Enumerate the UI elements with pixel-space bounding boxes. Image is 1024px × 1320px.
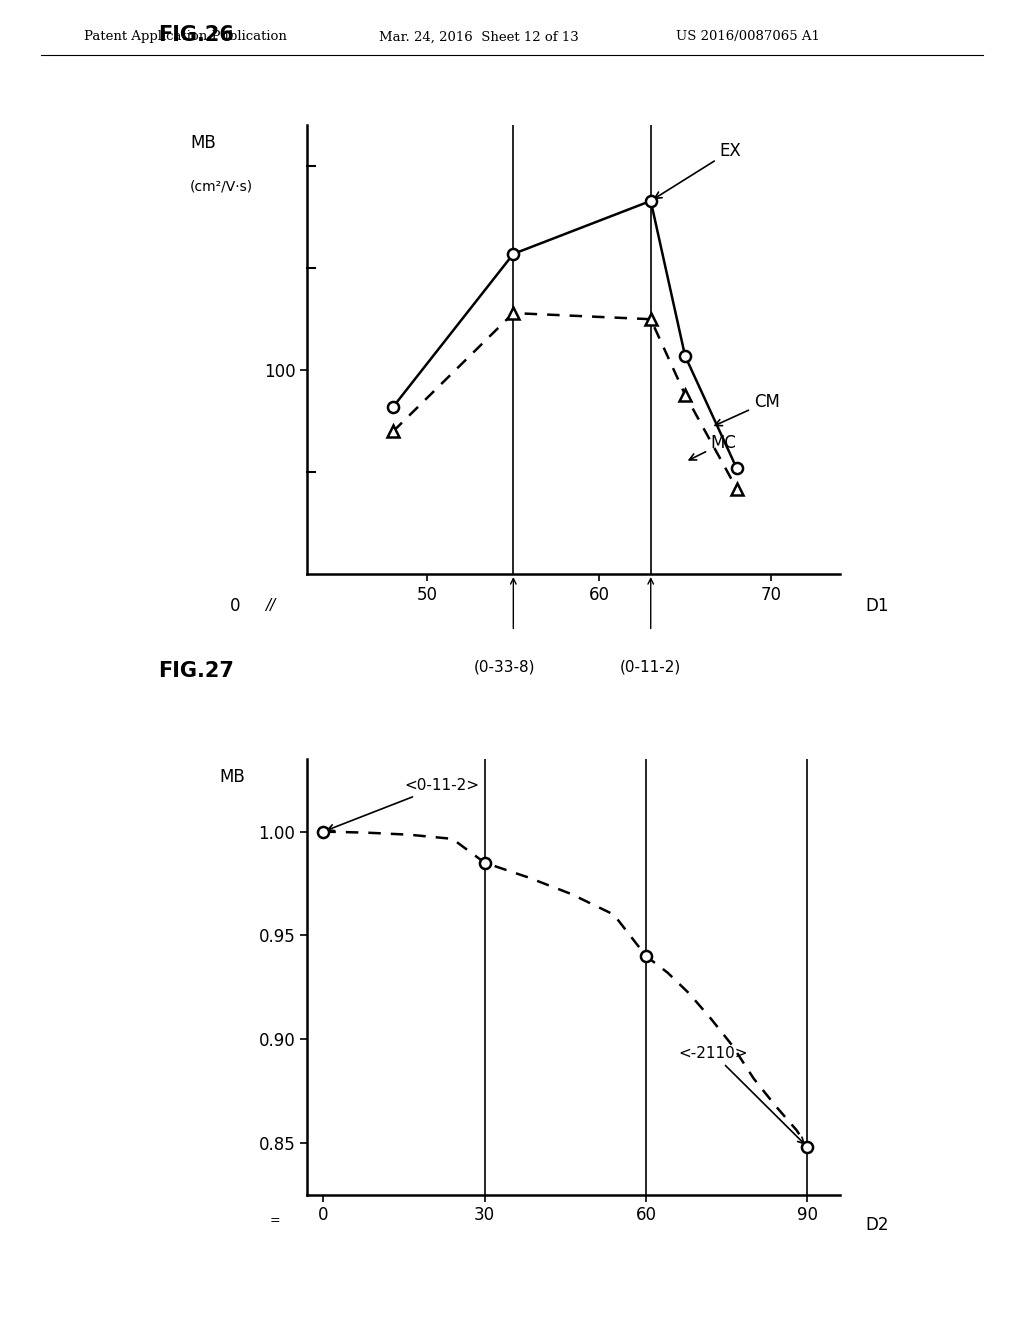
Text: CM: CM <box>715 393 779 425</box>
Text: FIG.26: FIG.26 <box>158 25 233 45</box>
Text: =: = <box>270 1214 281 1228</box>
Text: (0-33-8): (0-33-8) <box>474 660 536 675</box>
Text: EX: EX <box>654 143 741 198</box>
Text: MC: MC <box>689 434 736 459</box>
Text: US 2016/0087065 A1: US 2016/0087065 A1 <box>676 30 820 44</box>
Text: FIG.27: FIG.27 <box>158 660 233 681</box>
Text: //: // <box>265 598 275 612</box>
Text: 0: 0 <box>230 597 241 615</box>
Text: <0-11-2>: <0-11-2> <box>328 777 479 830</box>
Text: MB: MB <box>219 768 245 785</box>
Text: <-2110>: <-2110> <box>678 1045 804 1143</box>
Text: D1: D1 <box>865 597 889 615</box>
Text: MB: MB <box>190 135 216 152</box>
Text: (cm²/V·s): (cm²/V·s) <box>190 180 253 193</box>
Text: Patent Application Publication: Patent Application Publication <box>84 30 287 44</box>
Text: D2: D2 <box>865 1216 889 1234</box>
Text: Mar. 24, 2016  Sheet 12 of 13: Mar. 24, 2016 Sheet 12 of 13 <box>379 30 579 44</box>
Text: (0-11-2): (0-11-2) <box>621 660 681 675</box>
